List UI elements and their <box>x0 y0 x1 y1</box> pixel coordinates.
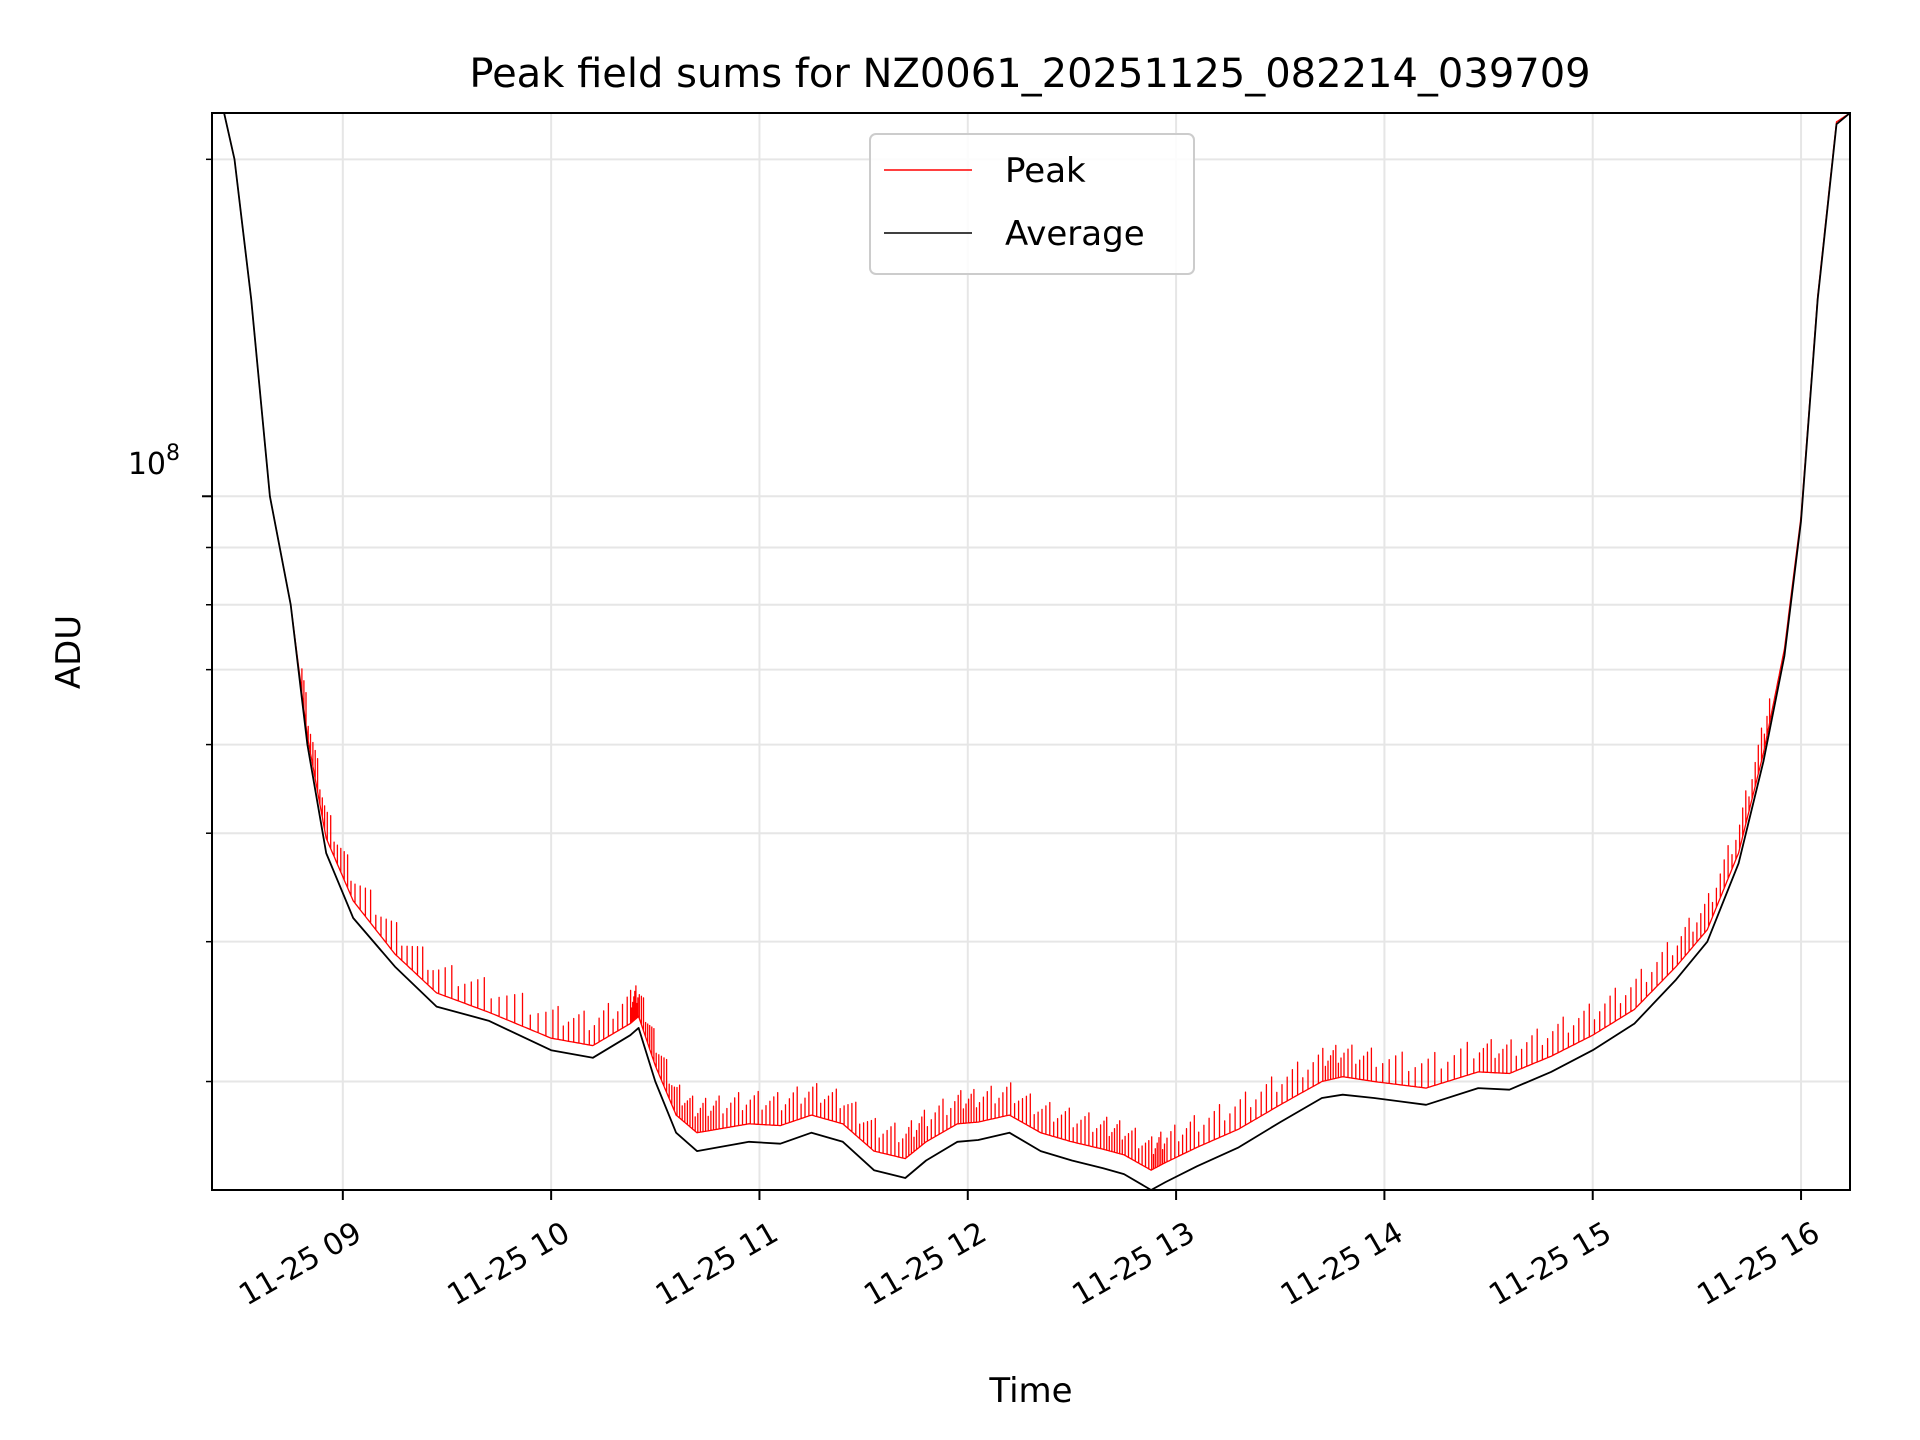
x-axis-label: Time <box>988 1371 1072 1411</box>
series-line-average <box>212 113 1850 1190</box>
plot-frame <box>211 112 1851 1191</box>
legend-label-peak: Peak <box>1005 151 1086 191</box>
y-axis-label: ADU <box>49 615 89 689</box>
y-tick-label-exponent: 8 <box>166 441 180 466</box>
legend: Peak Average <box>869 133 1195 275</box>
y-axis-major-tick-label: 108 <box>128 441 180 482</box>
grid-lines <box>212 113 1850 1190</box>
y-tick-label-base: 10 <box>128 447 166 482</box>
svg-text:108: 108 <box>128 441 180 482</box>
chart-title: Peak field sums for NZ0061_20251125_0822… <box>469 51 1590 97</box>
plot-series <box>212 113 1850 1190</box>
series-line-peak <box>212 113 1850 1171</box>
legend-box <box>869 133 1195 275</box>
legend-label-average: Average <box>1005 214 1145 254</box>
